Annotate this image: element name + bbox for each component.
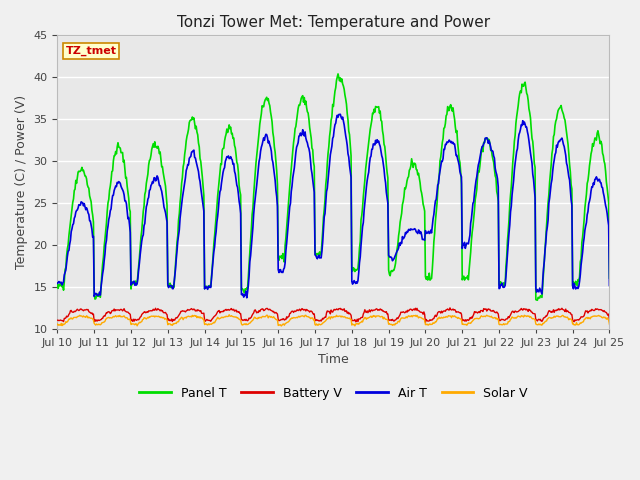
Solar V [380,314,388,320]
Air T [326,160,333,166]
Panel T [334,71,342,77]
Line: Panel T: Panel T [58,74,609,300]
Y-axis label: Temperature (C) / Power (V): Temperature (C) / Power (V) [15,95,28,269]
Air T [380,167,388,172]
Battery V [446,305,454,311]
Text: TZ_tmet: TZ_tmet [66,46,116,56]
Line: Air T: Air T [58,114,609,298]
Solar V [175,319,182,324]
Air T [605,283,613,288]
Air T [54,280,61,286]
Solar V [605,322,613,327]
Solar V [326,316,334,322]
Battery V [557,307,564,312]
Solar V [435,316,442,322]
Line: Battery V: Battery V [58,308,609,322]
Air T [435,181,442,187]
Air T [198,196,206,202]
Panel T [557,104,564,110]
Line: Solar V: Solar V [58,315,609,326]
Battery V [325,308,333,314]
X-axis label: Time: Time [318,353,349,366]
Battery V [422,319,429,325]
Air T [337,111,344,117]
Panel T [434,189,442,195]
Panel T [54,280,61,286]
Panel T [175,217,182,223]
Solar V [225,312,233,318]
Panel T [380,132,387,138]
Solar V [557,314,564,320]
Air T [557,137,564,143]
Battery V [198,311,206,316]
Legend: Panel T, Battery V, Air T, Solar V: Panel T, Battery V, Air T, Solar V [134,382,532,405]
Solar V [198,315,206,321]
Panel T [534,297,541,303]
Panel T [605,275,613,281]
Solar V [278,323,285,329]
Air T [175,233,182,239]
Panel T [198,174,206,180]
Title: Tonzi Tower Met: Temperature and Power: Tonzi Tower Met: Temperature and Power [177,15,490,30]
Solar V [54,321,61,327]
Panel T [325,144,333,149]
Battery V [379,308,387,314]
Air T [243,295,251,300]
Battery V [54,317,61,323]
Battery V [434,310,442,316]
Battery V [175,313,182,319]
Battery V [605,318,613,324]
